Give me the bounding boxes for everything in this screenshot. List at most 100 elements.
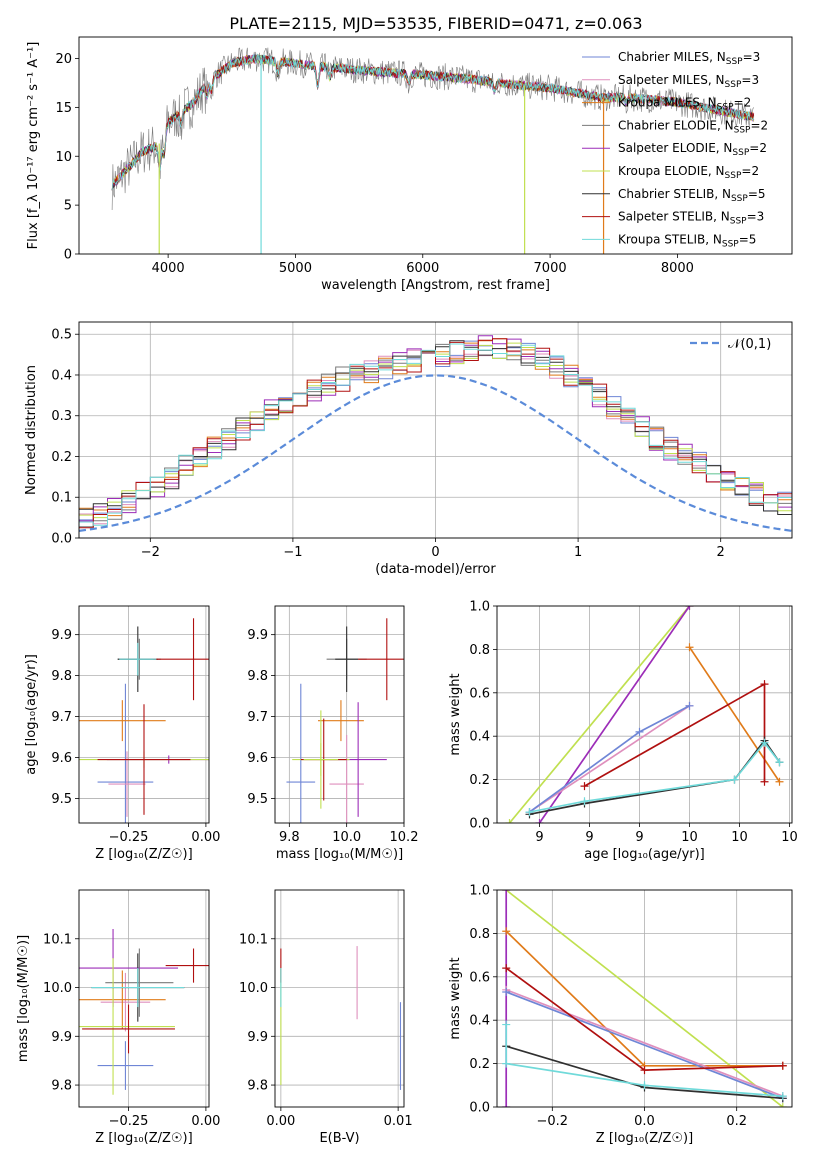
y-tick-label: 10.0	[239, 981, 268, 996]
x-tick-label: 9	[635, 830, 643, 845]
errorbar-point	[79, 958, 175, 1095]
y-tick-label: 0.2	[51, 450, 72, 465]
errorbar-point	[358, 618, 404, 701]
panel-Z_vs_weight: −0.2 0.0 0.2 0.0 0.2 0.4 0.6 0.8 1.0 Z [log₁₀(Z/Z…	[448, 884, 793, 1146]
legend-entry: Kroupa MILES, NSSP=2	[618, 96, 751, 113]
weight-marker	[685, 701, 694, 710]
weight-marker	[760, 680, 769, 689]
y-tick-label: 9.9	[247, 1030, 268, 1045]
normal-curve	[79, 374, 792, 532]
y-tick-label: 0.0	[51, 532, 72, 547]
legend-label: Salpeter ELODIE, N	[618, 141, 732, 155]
weight-series-line	[508, 606, 691, 823]
legend-label: Salpeter STELIB, N	[618, 210, 730, 224]
x-tick-label: 4000	[152, 261, 185, 276]
errorbar-point	[108, 751, 146, 817]
weight-marker	[685, 643, 694, 652]
y-tick-label: 0.1	[51, 491, 72, 506]
weight-marker	[778, 1103, 787, 1107]
y-tick-label: 9.8	[51, 669, 72, 684]
y-tick-label: 0.4	[51, 368, 72, 383]
errorbar-point	[82, 1004, 175, 1054]
x-tick-label: 2	[717, 545, 725, 560]
legend-subscript: SSP	[730, 217, 747, 227]
x-tick-label: 8000	[661, 261, 694, 276]
x-axis-label: E(B-V)	[319, 1131, 359, 1146]
legend-suffix: =2	[734, 96, 752, 110]
axes-frame	[78, 321, 793, 539]
y-tick-label: 20	[55, 52, 72, 67]
x-axis-label: wavelength [Angstrom, rest frame]	[321, 278, 550, 293]
histogram-steps	[79, 335, 792, 532]
legend-suffix: =3	[743, 50, 761, 64]
legend-label: Chabrier STELIB, N	[618, 187, 731, 201]
y-tick-label: 9.6	[247, 751, 268, 766]
panel-spectrum: 4000 5000 6000 7000 8000 0 5 10 15 20 wavelength […	[26, 36, 793, 293]
weight-marker	[635, 727, 644, 736]
y-tick-label: 0.4	[469, 1014, 490, 1029]
weight-series-line	[505, 1024, 783, 1098]
y-tick-label: 0.8	[469, 643, 490, 658]
errorbar-point	[97, 1041, 154, 1090]
spectrum-model-line	[111, 54, 755, 191]
y-axis-label: mass [log₁₀(M/M☉)]	[16, 935, 31, 1062]
legend-entry: Salpeter ELODIE, NSSP=2	[618, 141, 767, 158]
panel-age_vs_weight: 9 9 9 10 10 10 0.0 0.2 0.4 0.6 0.8 1.0 age [log₁₀(ag…	[448, 600, 798, 863]
y-tick-label: 0.4	[469, 730, 490, 745]
legend-entry: Chabrier ELODIE, NSSP=2	[618, 118, 768, 135]
weight-series-line	[529, 705, 690, 813]
axes-frame	[78, 889, 210, 1108]
y-tick-label: 9.7	[51, 710, 72, 725]
x-tick-label: 10	[781, 830, 798, 845]
legend-suffix: =3	[741, 73, 759, 87]
legend-label: Salpeter MILES, N	[618, 73, 725, 87]
x-axis-label: Z [log₁₀(Z/Z☉)]	[596, 1131, 693, 1146]
weight-marker	[502, 987, 511, 996]
legend-subscript: SSP	[731, 194, 748, 204]
errorbar-point	[91, 968, 185, 1008]
errorbar-point	[303, 710, 339, 809]
x-tick-label: −0.25	[109, 1114, 149, 1129]
y-tick-label: 9.9	[51, 628, 72, 643]
errorbar-point	[153, 618, 209, 701]
weight-marker	[535, 819, 544, 823]
legend-subscript: SSP	[726, 57, 743, 67]
legend-subscript: SSP	[725, 80, 742, 90]
weight-marker	[525, 808, 534, 817]
legend-entry: Chabrier MILES, NSSP=3	[618, 50, 760, 67]
y-axis-label: age [log₁₀(age/yr)]	[24, 654, 39, 775]
legend-subscript: SSP	[732, 148, 749, 158]
y-axis-label: mass weight	[448, 957, 463, 1039]
errorbar-point	[79, 700, 166, 742]
x-tick-label: 10.0	[332, 830, 361, 845]
legend-subscript: SSP	[722, 239, 739, 249]
y-tick-label: 9.5	[51, 792, 72, 807]
y-tick-label: 0	[64, 248, 72, 263]
axes-frame	[78, 36, 793, 255]
legend-suffix: =3	[747, 210, 765, 224]
weight-lines	[502, 890, 787, 1107]
errorbar-point	[79, 970, 166, 1029]
y-tick-label: 10.1	[43, 932, 72, 947]
x-tick-label: −0.2	[537, 1114, 569, 1129]
errorbars	[280, 946, 402, 1090]
x-tick-label: 9.8	[279, 830, 300, 845]
errorbar-point	[119, 642, 157, 676]
legend-entry: Chabrier STELIB, NSSP=5	[618, 187, 766, 204]
x-tick-label: 10.2	[390, 830, 419, 845]
errorbar-point	[97, 704, 191, 815]
weight-marker	[640, 1081, 649, 1090]
weight-marker	[502, 1020, 511, 1029]
errorbars	[286, 618, 404, 823]
x-tick-label: 10	[681, 830, 698, 845]
legend-suffix: =2	[741, 164, 759, 178]
axes-frame	[274, 605, 405, 824]
legend-subscript: SSP	[734, 125, 751, 135]
axes-frame	[274, 889, 405, 1108]
axes-frame	[78, 605, 210, 824]
x-tick-label: −0.25	[109, 830, 149, 845]
x-tick-label: 0	[431, 545, 439, 560]
weight-marker	[505, 819, 514, 823]
legend-label: Kroupa STELIB, N	[618, 232, 722, 246]
weight-marker	[778, 1061, 787, 1070]
